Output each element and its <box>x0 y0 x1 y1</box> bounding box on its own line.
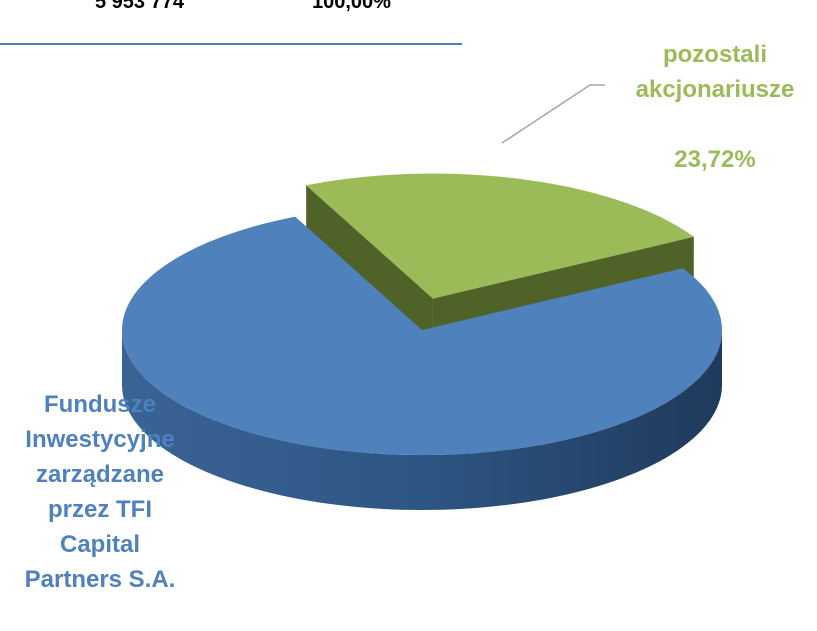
pie-slice <box>306 173 694 299</box>
leader-line <box>501 84 605 144</box>
table-cell: 5 953 774 <box>95 0 184 13</box>
category-label: pozostali akcjonariusze 23,72% <box>610 2 817 177</box>
category-label: Fundusze Inwestycyjne zarządzane przez T… <box>24 391 176 593</box>
value-label: 23,72% <box>674 146 756 173</box>
table-cell: 100,00% <box>312 0 391 13</box>
slice-side <box>122 330 722 510</box>
category-name: pozostali akcjonariusze <box>635 41 795 103</box>
pie-slice <box>122 216 722 455</box>
